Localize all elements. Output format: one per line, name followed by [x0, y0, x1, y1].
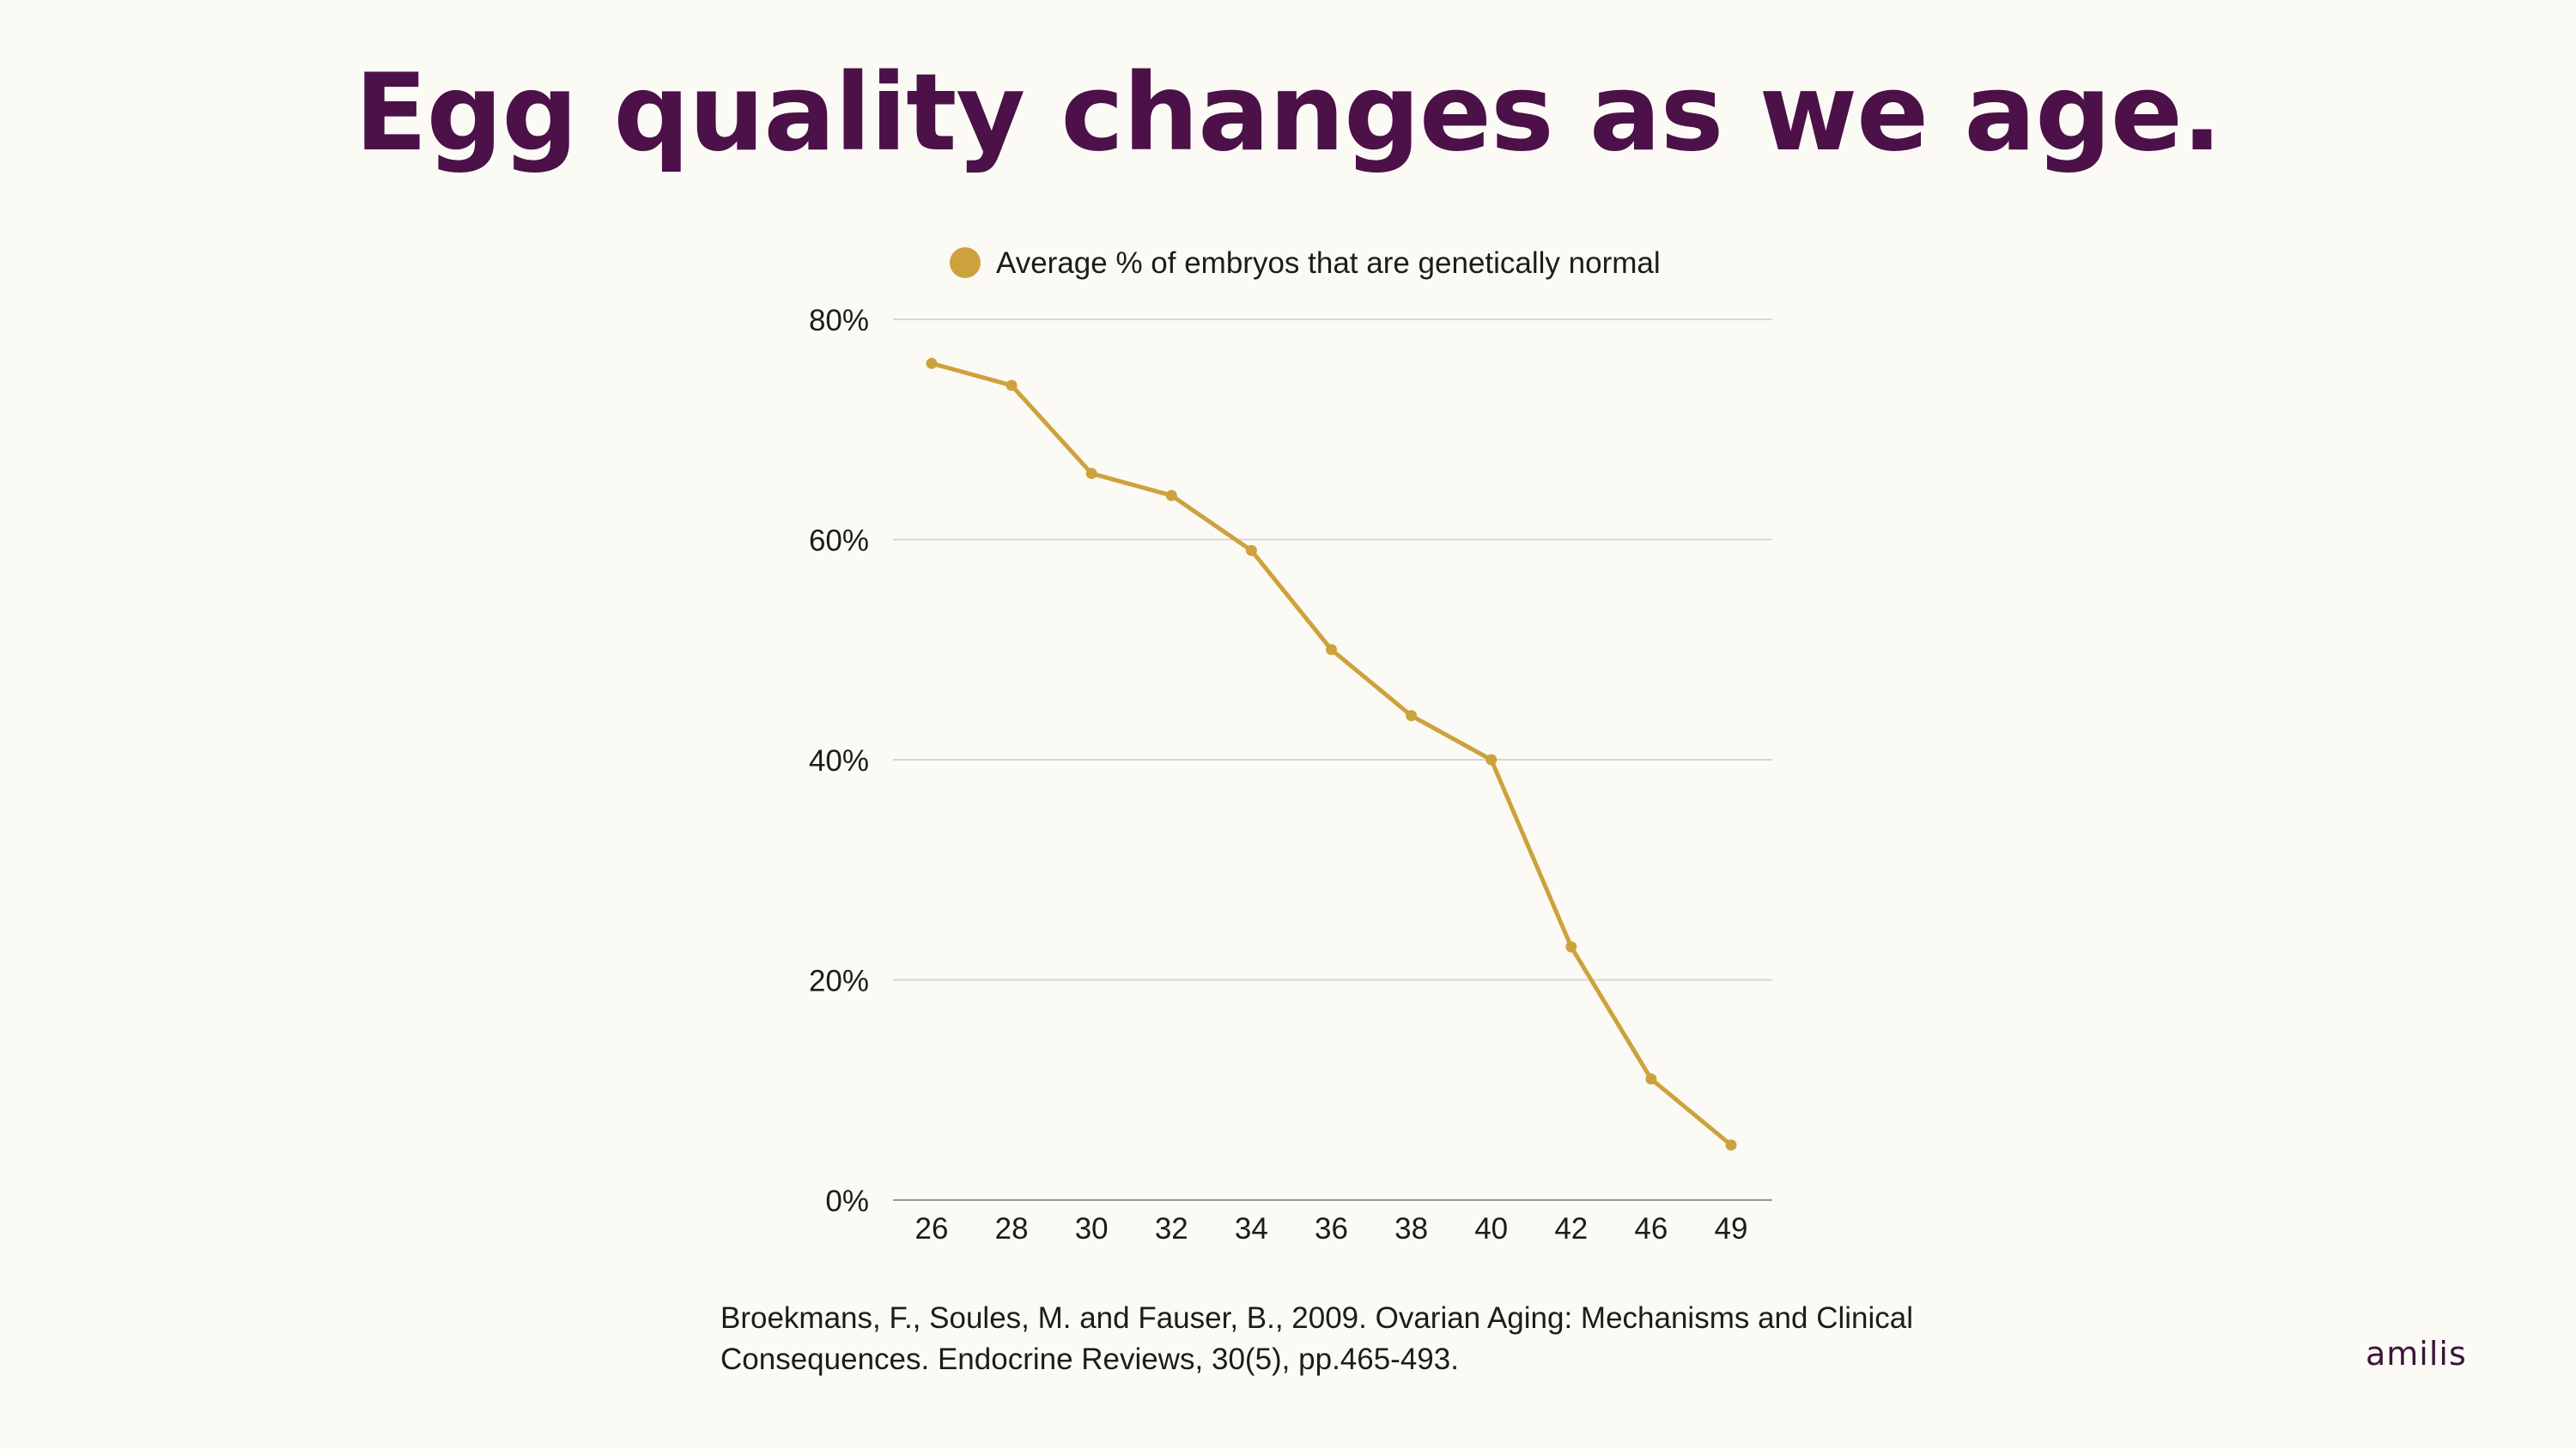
brand-logo: amilis — [2366, 1335, 2467, 1373]
data-point — [1005, 379, 1018, 391]
citation-text: Broekmans, F., Soules, M. and Fauser, B.… — [720, 1301, 1914, 1376]
y-tick-label: 20% — [809, 965, 869, 998]
data-point — [1245, 544, 1257, 556]
x-tick-label: 30 — [1075, 1212, 1109, 1246]
x-tick-label: 34 — [1235, 1212, 1268, 1246]
slide-title: Egg quality changes as we age. — [354, 52, 2222, 175]
data-point — [1165, 489, 1177, 501]
y-tick-label: 0% — [825, 1185, 869, 1218]
x-axis-ticks: 26 28 30 32 34 36 38 40 42 46 49 — [915, 1212, 1748, 1246]
x-tick-label: 38 — [1394, 1212, 1428, 1246]
chart-gridlines — [893, 318, 1772, 1201]
data-point — [1565, 941, 1577, 953]
chart-series — [926, 357, 1737, 1151]
legend-marker — [950, 247, 981, 278]
y-tick-label: 60% — [809, 524, 869, 558]
x-tick-label: 32 — [1155, 1212, 1188, 1246]
x-tick-label: 42 — [1554, 1212, 1588, 1246]
x-tick-label: 36 — [1315, 1212, 1348, 1246]
data-point — [1085, 468, 1097, 480]
data-point — [926, 357, 938, 369]
y-tick-label: 80% — [809, 304, 869, 337]
x-tick-label: 40 — [1474, 1212, 1508, 1246]
data-point — [1485, 754, 1498, 766]
series-line — [929, 361, 1734, 1148]
y-axis-ticks: 0% 20% 40% 60% 80% — [809, 304, 869, 1218]
data-point — [1406, 710, 1418, 722]
x-tick-label: 26 — [915, 1212, 949, 1246]
chart-legend: Average % of embryos that are geneticall… — [950, 246, 1661, 280]
x-tick-label: 46 — [1634, 1212, 1668, 1246]
data-point — [1725, 1139, 1737, 1151]
x-tick-label: 49 — [1715, 1212, 1748, 1246]
x-tick-label: 28 — [995, 1212, 1029, 1246]
data-point — [1326, 644, 1337, 656]
data-point — [1645, 1073, 1657, 1085]
legend-label: Average % of embryos that are geneticall… — [996, 246, 1661, 280]
y-tick-label: 40% — [809, 744, 869, 778]
